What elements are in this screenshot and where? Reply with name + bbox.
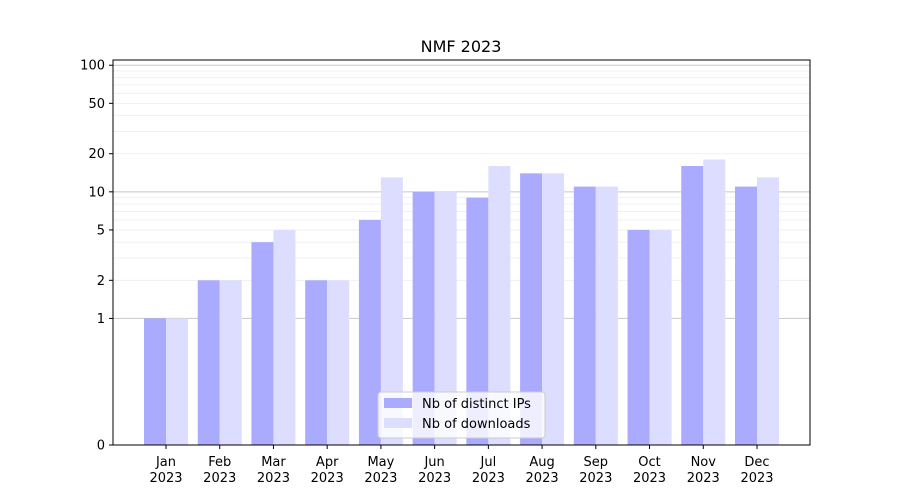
x-axis: Jan2023Feb2023Mar2023Apr2023May2023Jun20… xyxy=(149,445,774,486)
bar-downloads xyxy=(703,159,726,445)
bar-distinct-ips xyxy=(466,197,489,445)
x-tick-label-month: Feb xyxy=(208,455,231,470)
plot-area-frame xyxy=(112,59,811,446)
bar-downloads xyxy=(488,165,511,446)
y-tick-label: 1 xyxy=(97,312,105,327)
x-tick-label-month: Jun xyxy=(423,455,444,470)
y-tick-label: 100 xyxy=(80,59,105,74)
bar-downloads xyxy=(219,280,242,445)
bar-distinct-ips xyxy=(305,280,328,445)
y-tick-label: 10 xyxy=(88,185,105,200)
x-tick-label-year: 2023 xyxy=(257,471,290,486)
bar-distinct-ips xyxy=(520,173,543,445)
x-tick-label-year: 2023 xyxy=(472,471,505,486)
x-tick-label-year: 2023 xyxy=(311,471,344,486)
x-tick-label-year: 2023 xyxy=(418,471,451,486)
x-tick-label-year: 2023 xyxy=(740,471,773,486)
bar-distinct-ips xyxy=(358,219,381,445)
y-tick-label: 50 xyxy=(88,97,105,112)
bar-distinct-ips xyxy=(251,242,274,445)
bar-distinct-ips xyxy=(627,229,650,445)
x-tick-label-month: Jan xyxy=(155,455,176,470)
bar-distinct-ips xyxy=(681,165,704,446)
bar-distinct-ips xyxy=(573,186,596,446)
bars-layer xyxy=(144,159,779,446)
bar-downloads xyxy=(434,191,457,445)
bar-downloads xyxy=(595,186,618,446)
y-tick-label: 0 xyxy=(97,439,105,454)
x-tick-label-year: 2023 xyxy=(579,471,612,486)
x-tick-label-year: 2023 xyxy=(364,471,397,486)
bar-distinct-ips xyxy=(735,186,757,446)
bar-distinct-ips xyxy=(412,191,435,445)
bar-downloads xyxy=(649,229,672,445)
y-axis: 0 1 2 5 10 20 50 100 xyxy=(80,59,113,454)
x-tick-label-year: 2023 xyxy=(526,471,559,486)
bar-distinct-ips xyxy=(197,280,220,445)
legend-box xyxy=(377,391,546,439)
x-tick-label-month: Apr xyxy=(316,455,339,470)
x-tick-label-month: Mar xyxy=(261,455,286,470)
bar-downloads xyxy=(757,177,779,446)
x-tick-label-month: Jul xyxy=(480,455,497,470)
legend-label: Nb of distinct IPs xyxy=(422,397,531,412)
bar-downloads xyxy=(166,318,188,445)
bar-downloads xyxy=(380,177,403,446)
x-tick-label-month: Sep xyxy=(584,455,609,470)
y-tick-label: 2 xyxy=(97,274,105,289)
x-tick-label-year: 2023 xyxy=(687,471,720,486)
x-tick-label-year: 2023 xyxy=(203,471,236,486)
bar-downloads xyxy=(273,229,296,445)
bar-distinct-ips xyxy=(144,318,166,445)
y-tick-label: 20 xyxy=(88,147,105,162)
x-tick-label-year: 2023 xyxy=(149,471,182,486)
chart-title: NMF 2023 xyxy=(421,37,502,56)
x-tick-label-month: Nov xyxy=(691,455,717,470)
legend-swatch xyxy=(384,418,412,428)
legend-swatch xyxy=(384,398,412,408)
legend-label: Nb of downloads xyxy=(422,417,531,432)
legend: Nb of distinct IPs Nb of downloads xyxy=(377,391,546,439)
x-tick-label-month: May xyxy=(367,455,394,470)
y-tick-label: 5 xyxy=(97,223,105,238)
bar-downloads xyxy=(542,173,565,445)
x-tick-label-month: Dec xyxy=(744,455,769,470)
x-tick-label-month: Oct xyxy=(638,455,660,470)
bar-downloads xyxy=(327,280,350,445)
x-tick-label-month: Aug xyxy=(529,455,554,470)
x-tick-label-year: 2023 xyxy=(633,471,666,486)
